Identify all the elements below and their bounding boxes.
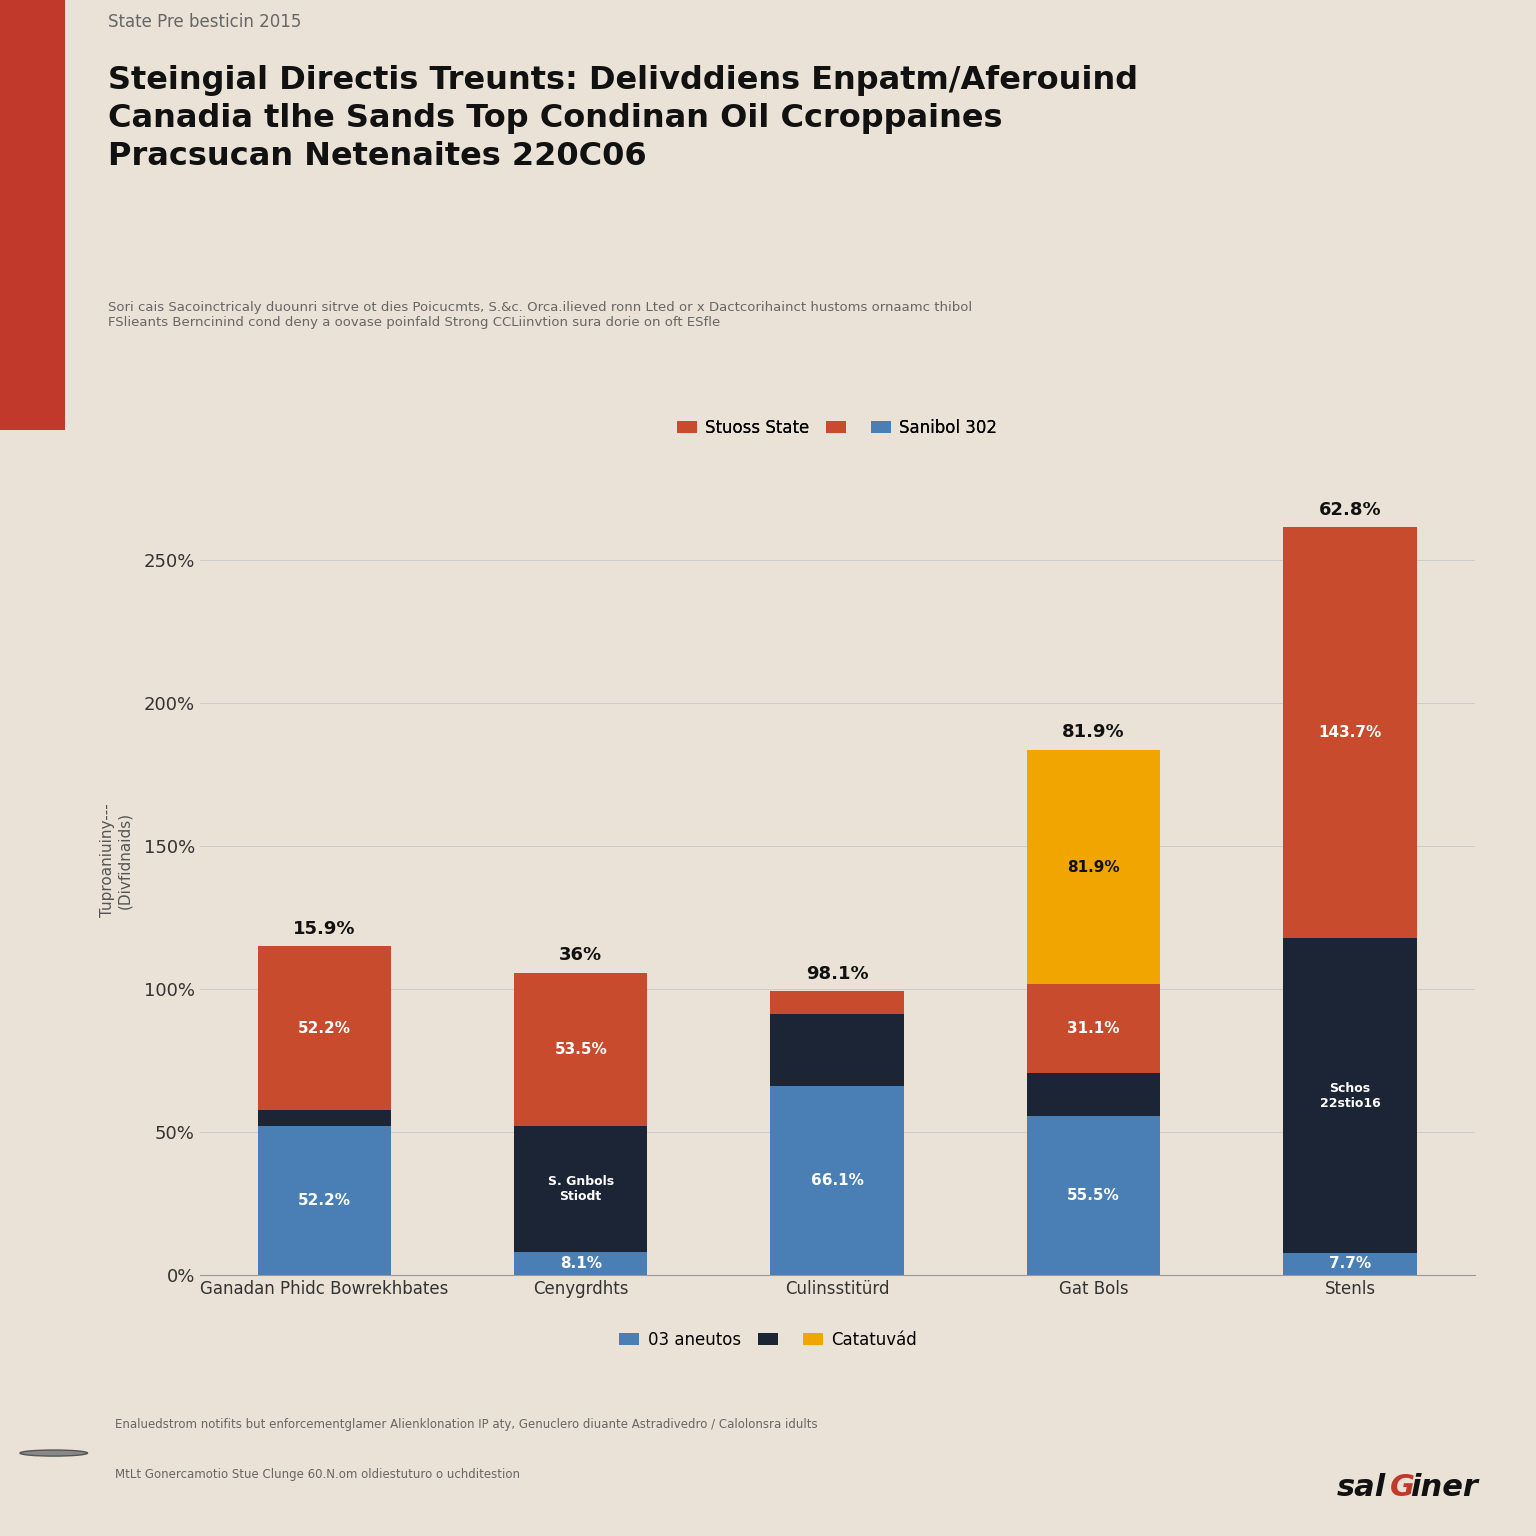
Bar bbox=[515, 972, 647, 1126]
Y-axis label: Tuproaniuiny---
(Divfidnaids): Tuproaniuiny--- (Divfidnaids) bbox=[100, 803, 132, 917]
Text: 66.1%: 66.1% bbox=[811, 1174, 863, 1187]
Text: 31.1%: 31.1% bbox=[1068, 1021, 1120, 1037]
Circle shape bbox=[20, 1450, 88, 1456]
Bar bbox=[1283, 1253, 1416, 1275]
Text: iner: iner bbox=[1410, 1473, 1478, 1502]
Bar bbox=[515, 1252, 647, 1275]
Text: 53.5%: 53.5% bbox=[554, 1041, 607, 1057]
Legend: Stuoss State, , Sanibol 302: Stuoss State, , Sanibol 302 bbox=[670, 412, 1005, 444]
Bar bbox=[771, 1014, 903, 1086]
Text: Аounor: Аounor bbox=[23, 175, 41, 255]
Legend: 03 aneutos, , Catatuvád: 03 aneutos, , Catatuvád bbox=[613, 1324, 923, 1356]
Bar bbox=[1028, 1074, 1160, 1117]
Text: 52.2%: 52.2% bbox=[298, 1193, 350, 1207]
Bar bbox=[1283, 527, 1416, 938]
Bar bbox=[0, 0, 65, 430]
Text: 62.8%: 62.8% bbox=[1318, 501, 1381, 519]
Text: 52.2%: 52.2% bbox=[298, 1020, 350, 1035]
Text: Sori cais Sacoinctricaly duounri sitrve ot dies Poicucmts, S.&c. Orca.ilieved ro: Sori cais Sacoinctricaly duounri sitrve … bbox=[108, 301, 972, 329]
Bar bbox=[258, 1126, 392, 1275]
Text: 98.1%: 98.1% bbox=[806, 965, 868, 983]
Text: 143.7%: 143.7% bbox=[1318, 725, 1381, 740]
Text: State Pre besticin 2015: State Pre besticin 2015 bbox=[108, 12, 301, 31]
Text: 15.9%: 15.9% bbox=[293, 920, 355, 937]
Text: 8.1%: 8.1% bbox=[559, 1256, 602, 1270]
Text: 81.9%: 81.9% bbox=[1063, 723, 1124, 742]
Bar bbox=[258, 1111, 392, 1126]
Text: 7.7%: 7.7% bbox=[1329, 1256, 1372, 1272]
Text: Schos
22stio16: Schos 22stio16 bbox=[1319, 1081, 1381, 1109]
Text: Enaluedstrom notifits but enforcementglamer Alienklonation IP aty, Genuclero diu: Enaluedstrom notifits but enforcementgla… bbox=[115, 1418, 817, 1432]
Bar bbox=[771, 991, 903, 1014]
Text: sal: sal bbox=[1336, 1473, 1385, 1502]
Text: MtLt Gonercamotio Stue Clunge 60.N.om oldiestuturo o uchditestion: MtLt Gonercamotio Stue Clunge 60.N.om ol… bbox=[115, 1468, 521, 1481]
Text: Steingial Directis Treunts: Delivddiens Enpatm/Aferouind
Canadia tlhe Sands Top : Steingial Directis Treunts: Delivddiens … bbox=[108, 65, 1138, 172]
Bar bbox=[771, 1086, 903, 1275]
Text: G: G bbox=[1390, 1473, 1415, 1502]
Text: 36%: 36% bbox=[559, 946, 602, 965]
Text: 55.5%: 55.5% bbox=[1068, 1187, 1120, 1203]
Text: S. Gnbols
Stiodt: S. Gnbols Stiodt bbox=[548, 1175, 614, 1203]
Bar bbox=[1283, 938, 1416, 1253]
Bar bbox=[1028, 750, 1160, 985]
Bar bbox=[1028, 1117, 1160, 1275]
Bar bbox=[258, 946, 392, 1111]
Bar bbox=[515, 1126, 647, 1252]
Bar bbox=[1028, 985, 1160, 1074]
Text: 81.9%: 81.9% bbox=[1068, 860, 1120, 874]
